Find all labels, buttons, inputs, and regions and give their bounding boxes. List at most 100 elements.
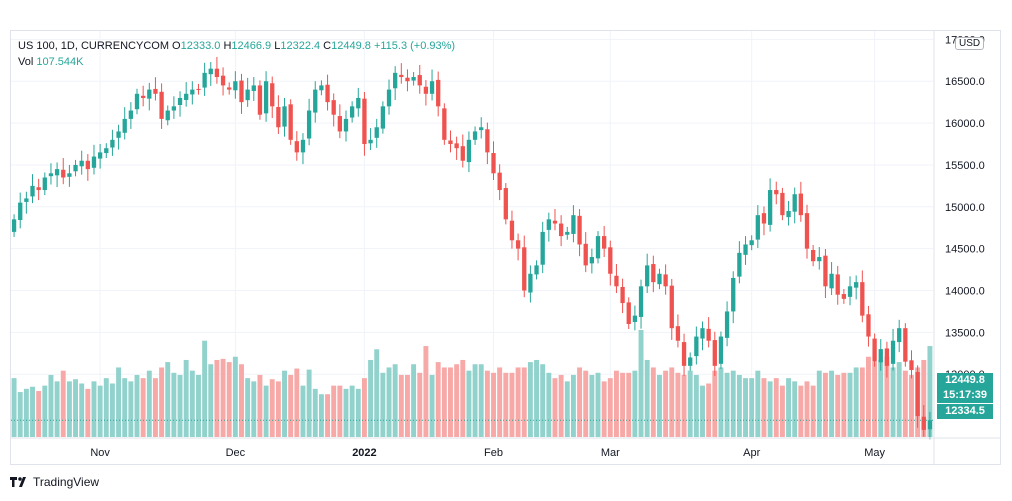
candle-body — [589, 257, 595, 264]
y-tick-label: 14000.0 — [945, 286, 985, 298]
candle-body — [270, 83, 275, 107]
candle-body — [184, 93, 189, 100]
candle-body — [54, 169, 60, 176]
volume-bar — [343, 388, 349, 437]
volume-bar — [85, 388, 91, 437]
volume-bar — [312, 388, 318, 437]
close-value: 12449.8 — [331, 40, 371, 52]
low-value: 12322.4 — [280, 40, 321, 52]
candle-body — [24, 198, 29, 202]
candle-body — [423, 86, 429, 94]
volume-bar — [189, 370, 195, 437]
candle-body — [638, 286, 644, 317]
candle-body — [632, 315, 638, 322]
candle-body — [755, 215, 760, 240]
candle-body — [522, 247, 527, 291]
volume-bar — [607, 378, 613, 437]
x-tick-label: May — [864, 447, 885, 459]
candle-body — [823, 255, 828, 287]
volume-bar — [841, 372, 847, 437]
candle-body — [42, 177, 47, 191]
volume-bar — [663, 370, 669, 437]
candle-body — [540, 231, 545, 265]
volume-bar — [183, 359, 189, 437]
volume-bar — [263, 385, 269, 437]
open-value: 12333.0 — [180, 40, 221, 52]
volume-bar — [208, 364, 214, 437]
volume-bar — [122, 378, 128, 437]
candle-body — [497, 172, 502, 191]
volume-bar — [159, 367, 165, 437]
candle-body — [116, 131, 121, 138]
volume-bar — [417, 372, 423, 437]
volume-bar — [429, 374, 435, 437]
candle-body — [503, 188, 508, 220]
currency-button[interactable]: USD — [955, 37, 985, 50]
candle-body — [263, 81, 269, 114]
candle-body — [817, 257, 822, 262]
candle-body — [921, 416, 926, 430]
ohlc-row: US 100, 1D, CURRENCYCOM O12333.0 H12466.… — [18, 38, 455, 54]
candle-body — [515, 240, 521, 249]
volume-bar — [779, 385, 785, 437]
volume-bar — [392, 364, 398, 437]
volume-bar — [152, 378, 158, 437]
volume-bar — [890, 367, 896, 437]
candle-body — [319, 85, 324, 91]
x-tick-label: Nov — [90, 447, 110, 459]
volume-bar — [835, 374, 841, 437]
y-tick-label: 16000.0 — [945, 118, 985, 130]
volume-bar — [644, 359, 650, 437]
volume-bar — [423, 346, 429, 437]
volume-bar — [331, 385, 337, 437]
candle-body — [614, 275, 619, 287]
volume-bar — [767, 381, 773, 437]
candle-body — [196, 88, 201, 90]
countdown-tag: 15:17:39 — [937, 388, 993, 403]
volume-bar — [613, 370, 619, 437]
volume-bar — [927, 346, 933, 437]
candle-body — [534, 265, 539, 275]
x-tick-label: 2022 — [352, 447, 376, 459]
candle-body — [841, 294, 847, 299]
volume-bar — [398, 374, 404, 437]
volume-bar — [66, 381, 72, 437]
change-value: +115.3 (+0.93%) — [373, 40, 456, 52]
volume-bar — [730, 370, 736, 437]
volume-label[interactable]: Vol — [18, 56, 34, 68]
candle-body — [325, 84, 330, 103]
candle-body — [380, 106, 386, 129]
volume-bar — [380, 372, 386, 437]
candle-body — [608, 247, 613, 274]
open-label: O — [172, 40, 181, 52]
candle-body — [552, 220, 558, 224]
volume-bar — [460, 359, 466, 437]
symbol-label[interactable]: US 100, 1D, CURRENCYCOM — [18, 40, 169, 52]
candle-body — [227, 87, 232, 90]
candle-body — [927, 420, 933, 430]
volume-bar — [245, 378, 251, 437]
candle-body — [448, 140, 453, 145]
volume-bar — [595, 372, 601, 437]
volume-bar — [564, 381, 570, 437]
candle-body — [528, 273, 533, 293]
volume-bar — [368, 359, 374, 437]
candle-body — [626, 302, 631, 324]
candle-body — [61, 169, 66, 178]
tradingview-footer[interactable]: TradingView — [10, 475, 99, 489]
volume-bar — [23, 388, 29, 437]
close-label: C — [323, 40, 332, 52]
volume-bar — [361, 378, 367, 437]
candle-body — [288, 104, 293, 140]
candle-body — [847, 286, 853, 297]
volume-bar — [724, 372, 730, 437]
candle-body — [872, 338, 877, 362]
candle-body — [67, 173, 72, 177]
y-axis-labels: 13000.013500.014000.014500.015000.015500… — [945, 34, 985, 381]
candle-body — [509, 220, 515, 241]
candle-body — [602, 236, 607, 249]
candle-body — [245, 89, 250, 101]
candle-body — [724, 311, 730, 338]
prev-close-tag: 12334.5 — [937, 404, 993, 419]
